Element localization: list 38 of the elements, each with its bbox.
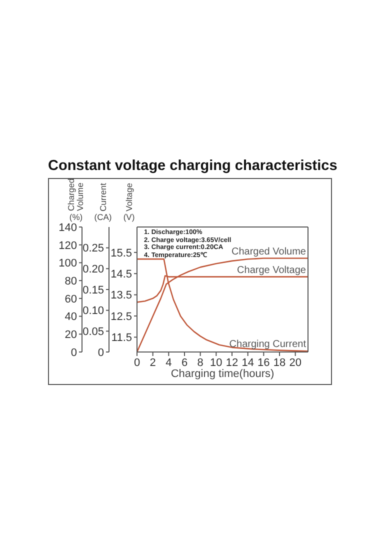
x-tick-label: 8 bbox=[197, 356, 204, 369]
y3-axis-title: Voltage (V) bbox=[123, 182, 135, 222]
y3-tick-label: 12.5 bbox=[110, 310, 132, 323]
chart-title: Constant voltage charging characteristics bbox=[48, 158, 338, 174]
y-axis-title: Charged Volume (%) bbox=[65, 177, 86, 222]
series-label: Charging Current bbox=[229, 339, 306, 350]
y-tick-label: 140 bbox=[58, 222, 77, 234]
y-tick-label: 80 bbox=[64, 275, 77, 288]
y2-tick-label: 0.25 bbox=[82, 242, 104, 255]
y-tick-label: 20 bbox=[64, 329, 77, 342]
y3-tick-label: 15.5 bbox=[110, 247, 132, 260]
series-label: Charged Volume bbox=[232, 246, 306, 258]
x-tick-label: 12 bbox=[226, 356, 238, 369]
x-axis-title: Charging time(hours) bbox=[170, 368, 274, 380]
y2-tick-label: 0 bbox=[98, 346, 104, 359]
y-tick-label: 120 bbox=[58, 240, 77, 252]
y2-tick-label: 0.20 bbox=[82, 264, 104, 276]
x-tick-label: 4 bbox=[166, 356, 172, 369]
y2-tick-label: 0.15 bbox=[82, 284, 104, 296]
y-tick-label: 60 bbox=[64, 293, 77, 306]
y2-tick-label: 0.10 bbox=[82, 305, 104, 318]
y3-tick-label: 11.5 bbox=[111, 332, 132, 344]
x-tick-label: 6 bbox=[181, 356, 188, 369]
y-tick-label: 100 bbox=[58, 258, 77, 270]
y3-tick-label: 14.5 bbox=[110, 268, 132, 281]
x-tick-label: 16 bbox=[258, 356, 270, 369]
x-tick-label: 20 bbox=[289, 356, 302, 369]
y-tick-label: 0 bbox=[70, 346, 77, 359]
x-tick-label: 10 bbox=[210, 356, 222, 369]
x-tick-label: 0 bbox=[134, 356, 140, 369]
y-tick-label: 40 bbox=[64, 311, 77, 324]
y2-axis-title: Current (CA) bbox=[93, 182, 113, 222]
x-tick-label: 2 bbox=[150, 356, 156, 369]
x-tick-label: 18 bbox=[273, 356, 286, 369]
y3-tick-label: 13.5 bbox=[110, 290, 132, 302]
x-tick-label: 14 bbox=[242, 356, 254, 369]
series-label: Charge Voltage bbox=[237, 264, 306, 276]
y2-tick-label: 0.05 bbox=[82, 326, 104, 338]
